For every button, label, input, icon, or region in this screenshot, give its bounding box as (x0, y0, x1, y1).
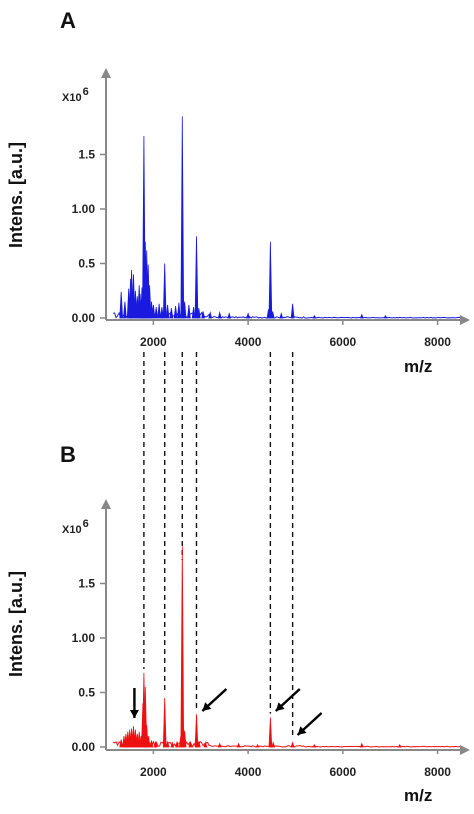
spectrum-peak (397, 744, 402, 748)
y-tick-label: 1.00 (72, 631, 96, 645)
panel-a-x-axis-label: m/z (404, 357, 432, 376)
panel-b-x-axis-label: m/z (404, 786, 432, 805)
panel-a-y-axis-label: Intens. [a.u.] (6, 142, 26, 248)
spectrum-peak (149, 740, 154, 748)
annotation-arrow-head (202, 702, 212, 711)
panel-b-arrows (129, 688, 323, 736)
spectrum-peak (182, 301, 187, 319)
y-tick-label: 0.5 (78, 257, 95, 271)
spectrum-peak (194, 714, 199, 748)
spectrum-peak (201, 311, 205, 319)
spectrum-peak (162, 697, 167, 748)
spectrum-peak (170, 741, 175, 748)
panel-b-spectrum (112, 546, 462, 749)
spectrum-peak (246, 312, 251, 319)
spectrum-peak (177, 302, 181, 319)
panel-b-y-axis-label: Intens. [a.u.] (6, 571, 26, 677)
y-tick-label: 1.5 (78, 577, 95, 591)
spectrum-peak (191, 307, 196, 319)
spectrum-peak (154, 307, 159, 319)
panel-a-ticks: 0.00 0.5 1.00 1.5 2000 4000 6000 8000 (72, 148, 452, 350)
spectrum-peak (180, 116, 185, 319)
panel-a-y-axis-arrow (101, 68, 111, 78)
spectrum-peak (123, 301, 127, 319)
spectrum-peak (194, 236, 199, 319)
spectrum-peak (208, 311, 213, 319)
spectrum-peak (175, 741, 180, 748)
spectrum-peak (270, 311, 275, 319)
spectrum-peak (182, 730, 187, 748)
y-tick-label: 1.5 (78, 148, 95, 162)
y-tick-label: 0.00 (72, 740, 96, 754)
annotation-arrow-head (275, 702, 285, 711)
y-tick-label: 1.00 (72, 202, 96, 216)
spectrum-peak (203, 741, 208, 748)
spectrum-peak (359, 313, 364, 319)
x-tick-label: 6000 (329, 335, 356, 349)
spectrum-peak (279, 312, 284, 319)
panel-b-label: B (60, 442, 76, 467)
x-tick-label: 2000 (140, 765, 167, 779)
spectrum-peak (162, 263, 167, 319)
spectrum-peak (359, 742, 364, 748)
spectrum-peak (227, 312, 232, 319)
spectrum-peak (312, 744, 317, 748)
panel-b-chart: X106 Intens. [a.u.] m/z 0.00 0.5 1.00 1.5 20… (6, 499, 470, 805)
spectrum-peak (119, 739, 124, 748)
spectrum-peak (173, 305, 178, 319)
spectrum-peak (290, 303, 295, 319)
annotation-arrow-head (129, 710, 139, 718)
panel-a-x-axis-arrow (460, 315, 470, 325)
x-tick-label: 8000 (424, 765, 451, 779)
spectrum-peak (165, 741, 170, 748)
spectrum-peak (165, 304, 170, 319)
spectrum-peak (268, 241, 273, 319)
panel-b-ticks: 0.00 0.5 1.00 1.5 2000 4000 6000 8000 (72, 577, 452, 780)
spectrum-peak (169, 308, 174, 319)
x-tick-label: 6000 (329, 765, 356, 779)
spectrum-peak (187, 304, 191, 319)
spectrum-peak (153, 741, 158, 748)
x-tick-label: 4000 (235, 765, 262, 779)
panel-b-x-axis-arrow (460, 745, 470, 755)
peak-guide-lines (143, 352, 294, 739)
spectrum-peak (196, 308, 201, 319)
panel-a-spectrum (113, 116, 462, 319)
panel-a-multiplier: X106 (62, 86, 89, 104)
spectrum-peak (157, 303, 161, 319)
y-tick-label: 0.5 (78, 686, 95, 700)
spectrum-peak (217, 311, 222, 319)
spectrum-peak (160, 307, 164, 319)
spectrum-peak (217, 742, 222, 748)
spectrum-peak (147, 285, 152, 319)
baseline-trace (112, 740, 462, 749)
spectrum-peak (196, 741, 201, 748)
spectrum-peak (180, 546, 185, 748)
spectrum-peak (144, 725, 149, 748)
panel-a-chart: X106 Intens. [a.u.] m/z 0.00 0.5 1.00 1.5 20… (6, 68, 470, 376)
annotation-arrow-head (297, 726, 307, 735)
spectrum-peak (255, 744, 260, 748)
spectrum-peak (151, 304, 156, 319)
x-tick-label: 4000 (235, 335, 262, 349)
spectrum-peak (383, 315, 388, 319)
spectrum-peak (312, 315, 317, 319)
panel-b-multiplier: X106 (62, 518, 89, 536)
spectrum-peak (119, 291, 124, 319)
x-tick-label: 2000 (140, 335, 167, 349)
x-tick-label: 8000 (424, 335, 451, 349)
spectrum-peak (236, 742, 241, 748)
spectrum-peak (268, 717, 273, 748)
spectrum-peak (271, 741, 276, 748)
y-tick-label: 0.00 (72, 311, 96, 325)
panel-b-y-axis-arrow (101, 499, 111, 509)
spectrum-peak (188, 741, 193, 748)
spectrum-peak (146, 736, 151, 748)
panel-a-label: A (60, 8, 76, 33)
spectrum-peak (290, 741, 295, 748)
